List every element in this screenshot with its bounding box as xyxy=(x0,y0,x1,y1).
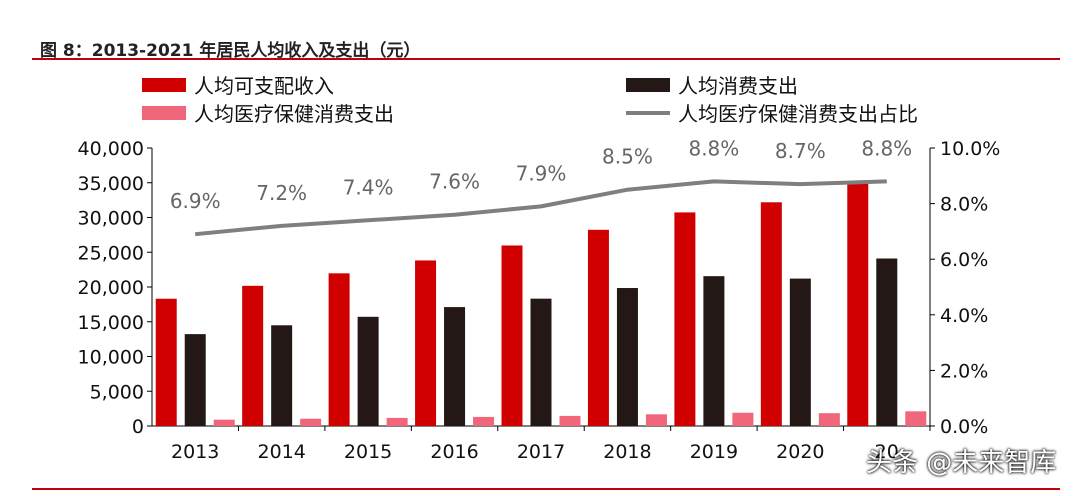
y-tick-label-left: 35,000 xyxy=(78,173,144,195)
y-tick-label-right: 4.0% xyxy=(940,305,988,327)
legend-item-disposable-income: 人均可支配收入 xyxy=(142,70,334,99)
bottom-divider xyxy=(32,488,1060,490)
bar xyxy=(271,325,293,426)
y-tick-label-left: 5,000 xyxy=(90,381,144,403)
bar xyxy=(703,276,725,426)
bar xyxy=(789,278,811,426)
watermark: 头条 @未来智库 xyxy=(866,448,1057,478)
bar xyxy=(300,418,322,426)
bar xyxy=(760,202,782,426)
bar xyxy=(415,260,437,426)
bar xyxy=(616,288,638,426)
y-tick-label-left: 25,000 xyxy=(78,242,144,264)
legend-swatch-medical xyxy=(142,105,186,120)
y-tick-label-left: 15,000 xyxy=(78,312,144,334)
y-tick-label-right: 8.0% xyxy=(940,194,988,216)
y-tick-label-right: 2.0% xyxy=(940,360,988,382)
bar xyxy=(818,413,840,426)
legend-swatch-medical-share xyxy=(626,110,670,115)
x-tick-label: 2016 xyxy=(430,441,478,463)
x-tick-label: 2019 xyxy=(690,441,738,463)
data-label: 7.4% xyxy=(343,175,394,199)
legend-swatch-consumption xyxy=(626,77,670,92)
bar xyxy=(155,298,177,426)
legend-swatch-disposable-income xyxy=(142,77,186,92)
legend-item-consumption: 人均消费支出 xyxy=(626,70,798,99)
legend-label-medical-share: 人均医疗保健消费支出占比 xyxy=(678,102,918,126)
bar xyxy=(587,229,609,426)
x-tick-label: 2018 xyxy=(603,441,651,463)
bar xyxy=(847,181,869,426)
bar xyxy=(357,316,379,426)
legend-label-consumption: 人均消费支出 xyxy=(678,74,798,98)
bar xyxy=(876,258,898,426)
data-label: 8.8% xyxy=(688,136,739,160)
x-tick-label: 2013 xyxy=(171,441,219,463)
bar xyxy=(444,307,466,426)
legend-item-medical: 人均医疗保健消费支出 xyxy=(142,98,394,127)
bar xyxy=(674,212,696,426)
x-tick-label: 2015 xyxy=(344,441,392,463)
data-label: 7.2% xyxy=(256,181,307,205)
data-label: 8.5% xyxy=(602,145,653,169)
legend-label-medical: 人均医疗保健消费支出 xyxy=(194,102,394,126)
x-tick-label: 2020 xyxy=(776,441,824,463)
y-tick-label-right: 0.0% xyxy=(940,416,988,438)
share-line xyxy=(195,179,887,237)
bar xyxy=(242,285,264,426)
y-tick-label-right: 10.0% xyxy=(940,138,1000,160)
bar xyxy=(213,419,235,426)
bar xyxy=(184,334,206,426)
bar xyxy=(905,411,927,426)
data-label: 8.8% xyxy=(861,136,912,160)
x-tick-label: 2017 xyxy=(517,441,565,463)
bar xyxy=(530,298,552,426)
data-label: 7.6% xyxy=(429,170,480,194)
x-tick-label: 2014 xyxy=(257,441,305,463)
y-tick-label-left: 30,000 xyxy=(78,208,144,230)
y-tick-label-right: 6.0% xyxy=(940,249,988,271)
y-tick-label-left: 10,000 xyxy=(78,347,144,369)
legend-label-disposable-income: 人均可支配收入 xyxy=(194,74,334,98)
bar xyxy=(501,245,523,426)
data-label: 8.7% xyxy=(775,139,826,163)
y-tick-label-left: 40,000 xyxy=(78,138,144,160)
bar xyxy=(732,412,754,426)
bar xyxy=(328,273,350,426)
x-tick-label: 20 xyxy=(875,441,899,463)
bar xyxy=(645,414,667,426)
bar xyxy=(559,415,581,426)
data-label: 6.9% xyxy=(170,189,221,213)
page-title: 图 8：2013-2021 年居民人均收入及支出（元） xyxy=(40,41,421,61)
y-tick-label-left: 0 xyxy=(132,416,144,438)
bar xyxy=(386,417,408,426)
title-divider xyxy=(32,58,1060,60)
data-label: 7.9% xyxy=(516,161,567,185)
bar xyxy=(473,416,495,426)
legend-item-medical-share: 人均医疗保健消费支出占比 xyxy=(626,98,918,127)
y-tick-label-left: 20,000 xyxy=(78,277,144,299)
